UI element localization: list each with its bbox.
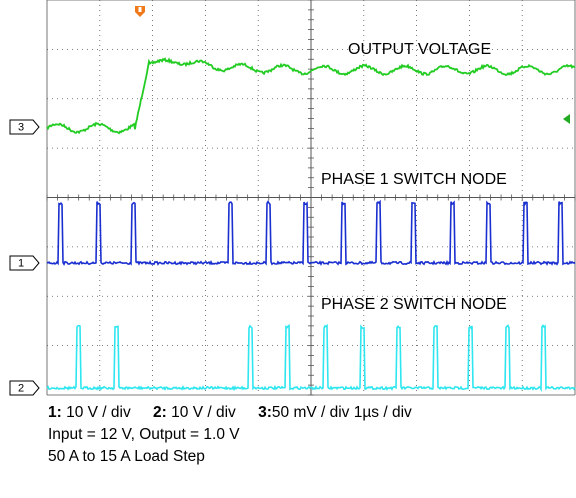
setting: 50 mV / div [271, 404, 350, 421]
output-voltage-trace [46, 57, 575, 135]
note: 50 A to 15 A Load Step [48, 448, 205, 465]
trace-label: PHASE 1 SWITCH NODE [321, 171, 507, 188]
trigger-level [563, 114, 570, 124]
setting: 10 V / div [171, 404, 236, 421]
channel-marker: 2 [9, 380, 40, 396]
channel: 2: [153, 404, 167, 421]
note: Input = 12 V, Output = 1.0 V [48, 426, 240, 443]
phase1-trace [46, 199, 576, 267]
channel-number: 3 [18, 121, 24, 133]
caption: 1: 10 V / div 2: 10 V / div 3:50 mV / di… [48, 402, 412, 468]
channel: 3: [258, 404, 272, 421]
setting: 10 V / div [66, 404, 131, 421]
phase2-trace [46, 323, 576, 393]
scope-screen: OUTPUT VOLTAGE PHASE 1 SWITCH NODE PHASE… [9, 0, 576, 396]
traces [46, 57, 576, 393]
channel-marker: 1 [9, 255, 40, 271]
channel-number: 2 [18, 382, 24, 394]
trace-label: PHASE 2 SWITCH NODE [321, 296, 507, 313]
channel-marker: 3 [9, 119, 40, 135]
scale-line: 1: 10 V / div 2: 10 V / div 3:50 mV / di… [48, 402, 412, 424]
channel-number: 1 [18, 257, 24, 269]
channel: 1: [48, 404, 62, 421]
time-base: 1µs / div [353, 404, 412, 421]
trace-label: OUTPUT VOLTAGE [348, 41, 491, 58]
trigger-marker [135, 6, 145, 17]
grid [46, 0, 576, 396]
